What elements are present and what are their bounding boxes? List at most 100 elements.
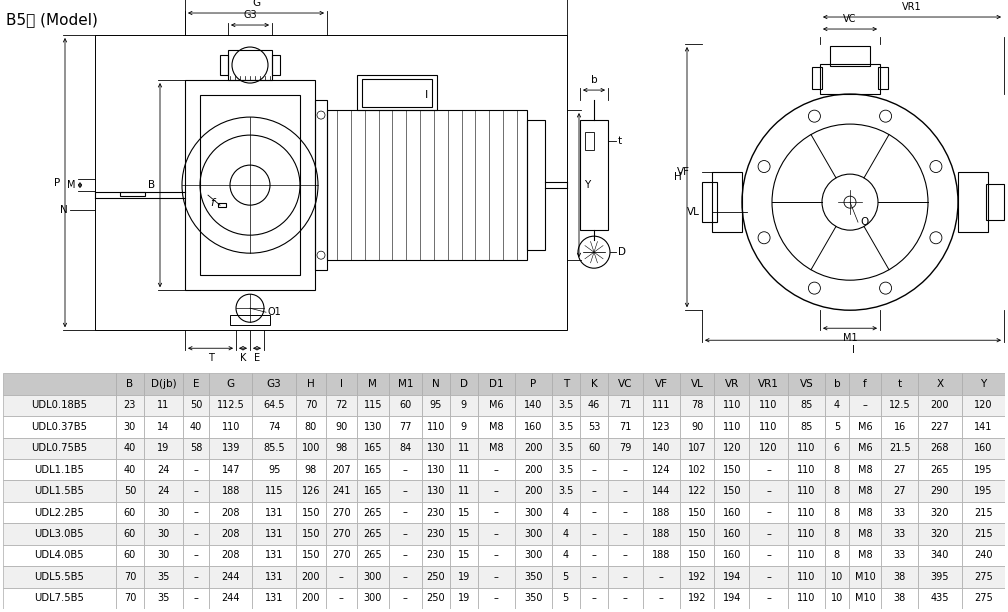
- Bar: [450, 373, 478, 395]
- Bar: [144, 373, 183, 395]
- Text: 194: 194: [723, 593, 741, 603]
- Text: 46: 46: [588, 400, 600, 411]
- Text: 100: 100: [301, 443, 321, 453]
- Bar: [478, 459, 515, 480]
- Text: t: t: [898, 379, 902, 389]
- Text: 110: 110: [797, 507, 815, 518]
- Text: 70: 70: [304, 400, 318, 411]
- Bar: [421, 480, 450, 502]
- Bar: [712, 172, 742, 232]
- Bar: [551, 416, 580, 438]
- Text: 9: 9: [461, 400, 467, 411]
- Bar: [918, 523, 962, 545]
- Text: 110: 110: [723, 400, 741, 411]
- Bar: [209, 395, 252, 416]
- Bar: [295, 459, 327, 480]
- Text: 23: 23: [124, 400, 136, 411]
- Bar: [679, 588, 715, 609]
- Text: 15: 15: [458, 507, 470, 518]
- Text: 120: 120: [723, 443, 741, 453]
- Bar: [580, 373, 608, 395]
- Bar: [643, 566, 679, 588]
- Text: 71: 71: [619, 422, 632, 432]
- Bar: [849, 438, 881, 459]
- Text: 110: 110: [759, 422, 778, 432]
- Text: b: b: [834, 379, 841, 389]
- Text: 194: 194: [723, 572, 741, 582]
- Text: 4: 4: [562, 529, 569, 539]
- Text: –: –: [194, 593, 199, 603]
- Bar: [515, 438, 551, 459]
- Bar: [450, 459, 478, 480]
- Text: 60: 60: [399, 400, 411, 411]
- Bar: [962, 395, 1005, 416]
- Text: 215: 215: [974, 529, 993, 539]
- Text: UDL3.0B5: UDL3.0B5: [34, 529, 85, 539]
- Bar: [749, 459, 788, 480]
- Text: 58: 58: [190, 443, 203, 453]
- Bar: [788, 502, 825, 523]
- Bar: [849, 523, 881, 545]
- Bar: [421, 502, 450, 523]
- Text: 200: 200: [524, 465, 542, 475]
- Bar: [749, 588, 788, 609]
- Text: B5型 (Model): B5型 (Model): [6, 12, 98, 27]
- Text: 112.5: 112.5: [217, 400, 245, 411]
- Text: VR: VR: [725, 379, 739, 389]
- Bar: [788, 395, 825, 416]
- Text: 395: 395: [930, 572, 950, 582]
- Bar: [450, 395, 478, 416]
- Bar: [478, 373, 515, 395]
- Bar: [3, 502, 116, 523]
- Text: UDL7.5B5: UDL7.5B5: [34, 593, 85, 603]
- Text: 215: 215: [974, 507, 993, 518]
- Bar: [421, 459, 450, 480]
- Bar: [918, 373, 962, 395]
- Text: VR1: VR1: [902, 2, 921, 12]
- Bar: [918, 459, 962, 480]
- Text: f: f: [210, 198, 214, 208]
- Text: M1: M1: [843, 333, 858, 343]
- Bar: [327, 566, 357, 588]
- Bar: [715, 588, 749, 609]
- Bar: [478, 588, 515, 609]
- Bar: [918, 416, 962, 438]
- Text: 435: 435: [930, 593, 950, 603]
- Text: 70: 70: [124, 572, 136, 582]
- Text: B: B: [148, 180, 155, 190]
- Bar: [749, 566, 788, 588]
- Text: N: N: [60, 205, 68, 215]
- Bar: [962, 373, 1005, 395]
- Text: I: I: [425, 90, 428, 100]
- Text: VL: VL: [690, 379, 704, 389]
- Bar: [327, 459, 357, 480]
- Text: 111: 111: [652, 400, 670, 411]
- Text: –: –: [592, 507, 597, 518]
- Text: –: –: [194, 529, 199, 539]
- Text: 208: 208: [222, 507, 240, 518]
- Text: 110: 110: [797, 550, 815, 561]
- Text: 60: 60: [124, 550, 136, 561]
- Bar: [116, 373, 144, 395]
- Bar: [881, 545, 918, 566]
- Text: 40: 40: [124, 465, 136, 475]
- Bar: [252, 416, 295, 438]
- Text: 4: 4: [562, 507, 569, 518]
- Bar: [849, 459, 881, 480]
- Bar: [183, 545, 209, 566]
- Bar: [679, 459, 715, 480]
- Text: –: –: [403, 465, 408, 475]
- Bar: [515, 373, 551, 395]
- Bar: [788, 480, 825, 502]
- Text: 350: 350: [524, 572, 542, 582]
- Bar: [450, 566, 478, 588]
- Text: 160: 160: [723, 550, 741, 561]
- Text: 150: 150: [301, 507, 321, 518]
- Bar: [357, 395, 389, 416]
- Bar: [450, 545, 478, 566]
- Text: –: –: [494, 550, 499, 561]
- Bar: [825, 395, 849, 416]
- Text: 320: 320: [930, 529, 950, 539]
- Bar: [585, 132, 594, 150]
- Text: H: H: [307, 379, 314, 389]
